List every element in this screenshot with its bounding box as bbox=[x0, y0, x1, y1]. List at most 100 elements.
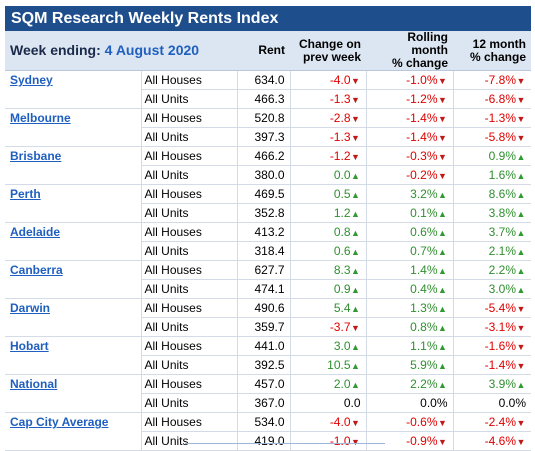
up-arrow-icon: ▲ bbox=[516, 285, 526, 295]
monthly-change-value: -1.0% bbox=[406, 73, 438, 87]
down-arrow-icon: ▼ bbox=[516, 95, 526, 105]
monthly-change-cell: 0.8%▲ bbox=[366, 317, 454, 337]
monthly-change-value: -1.4% bbox=[406, 111, 438, 125]
change-prev-week-header-line1: Change on bbox=[299, 36, 361, 51]
up-arrow-icon: ▲ bbox=[438, 323, 447, 333]
weekly-change-cell: 0.0▲ bbox=[290, 165, 367, 185]
dwelling-type: All Units bbox=[141, 317, 238, 337]
rent-header: Rent bbox=[237, 31, 290, 71]
table-row: All Units 318.4 0.6▲ 0.7%▲ 2.1%▲ bbox=[5, 241, 531, 261]
twelve-month-header-line1: 12 month bbox=[472, 36, 526, 51]
weekly-change-value: -1.3 bbox=[329, 130, 351, 144]
down-arrow-icon: ▼ bbox=[516, 342, 526, 352]
monthly-change-cell: -1.4%▼ bbox=[366, 108, 454, 128]
city-cell-empty bbox=[5, 165, 142, 185]
annual-change-value: -1.4% bbox=[484, 358, 516, 372]
monthly-change-cell: -0.2%▼ bbox=[366, 165, 454, 185]
table-row: Cap City Average All Houses 534.0 -4.0▼ -0.6… bbox=[5, 412, 531, 432]
annual-change-value: -5.8% bbox=[484, 130, 516, 144]
city-link[interactable]: Brisbane bbox=[5, 146, 142, 166]
weekly-change-cell: -1.3▼ bbox=[290, 127, 367, 147]
rent-value: 413.2 bbox=[237, 222, 291, 242]
down-arrow-icon: ▼ bbox=[438, 418, 447, 428]
rent-value: 380.0 bbox=[237, 165, 291, 185]
rent-value: 318.4 bbox=[237, 241, 291, 261]
up-arrow-icon: ▲ bbox=[351, 247, 360, 257]
city-link[interactable]: Cap City Average bbox=[5, 412, 142, 432]
dwelling-type: All Houses bbox=[141, 412, 238, 432]
annual-change-cell: 1.6%▲ bbox=[453, 165, 531, 185]
weekly-change-value: 0.0 bbox=[333, 168, 351, 182]
down-arrow-icon: ▼ bbox=[438, 171, 447, 181]
table-row: Brisbane All Houses 466.2 -1.2▼ -0.3%▼ 0.9%▲ bbox=[5, 146, 531, 166]
city-link[interactable]: Perth bbox=[5, 184, 142, 204]
down-arrow-icon: ▼ bbox=[438, 76, 447, 86]
weekly-change-value: -4.0 bbox=[329, 73, 351, 87]
dwelling-type: All Units bbox=[141, 127, 238, 147]
monthly-change-cell: 0.7%▲ bbox=[366, 241, 454, 261]
rolling-month-header-line2: % change bbox=[391, 56, 448, 70]
monthly-change-value: 1.4% bbox=[410, 263, 438, 277]
down-arrow-icon: ▼ bbox=[516, 304, 526, 314]
weekly-change-value: 3.0 bbox=[333, 339, 351, 353]
annual-change-cell: -2.4%▼ bbox=[453, 412, 531, 432]
up-arrow-icon: ▲ bbox=[438, 209, 447, 219]
weekly-change-value: 0.5 bbox=[333, 187, 351, 201]
down-arrow-icon: ▼ bbox=[351, 437, 360, 447]
twelve-month-header: 12 month % change bbox=[453, 31, 531, 71]
weekly-change-cell: -2.8▼ bbox=[290, 108, 367, 128]
dwelling-type: All Houses bbox=[141, 374, 238, 394]
up-arrow-icon: ▲ bbox=[516, 228, 526, 238]
up-arrow-icon: ▲ bbox=[438, 342, 447, 352]
rent-value: 392.5 bbox=[237, 355, 291, 375]
down-arrow-icon: ▼ bbox=[516, 361, 526, 371]
down-arrow-icon: ▼ bbox=[351, 418, 360, 428]
weekly-change-value: -2.8 bbox=[329, 111, 351, 125]
weekly-change-cell: 8.3▲ bbox=[290, 260, 367, 280]
city-cell-empty bbox=[5, 127, 142, 147]
rent-value: 466.3 bbox=[237, 89, 291, 109]
up-arrow-icon: ▲ bbox=[516, 380, 526, 390]
up-arrow-icon: ▲ bbox=[438, 304, 447, 314]
annual-change-value: -3.1% bbox=[484, 320, 516, 334]
city-link[interactable]: Melbourne bbox=[5, 108, 142, 128]
annual-change-value: 2.2% bbox=[488, 263, 516, 277]
rent-value: 359.7 bbox=[237, 317, 291, 337]
monthly-change-value: 0.1% bbox=[410, 206, 438, 220]
city-cell-empty bbox=[5, 317, 142, 337]
dwelling-type: All Units bbox=[141, 355, 238, 375]
annual-change-cell: 0.0% bbox=[453, 393, 531, 413]
annual-change-cell: -1.3%▼ bbox=[453, 108, 531, 128]
city-cell-empty bbox=[5, 241, 142, 261]
annual-change-value: -7.8% bbox=[484, 73, 516, 87]
monthly-change-value: 1.1% bbox=[410, 339, 438, 353]
weekly-change-value: 8.3 bbox=[333, 263, 351, 277]
down-arrow-icon: ▼ bbox=[516, 323, 526, 333]
weekly-change-value: 1.2 bbox=[333, 206, 351, 220]
monthly-change-cell: -1.0%▼ bbox=[366, 70, 454, 90]
monthly-change-cell: -1.2%▼ bbox=[366, 89, 454, 109]
table-row: National All Houses 457.0 2.0▲ 2.2%▲ 3.9%▲ bbox=[5, 374, 531, 394]
monthly-change-cell: 0.0% bbox=[366, 393, 454, 413]
city-link[interactable]: Darwin bbox=[5, 298, 142, 318]
annual-change-cell: 3.9%▲ bbox=[453, 374, 531, 394]
weekly-change-cell: 0.8▲ bbox=[290, 222, 367, 242]
monthly-change-value: 3.2% bbox=[410, 187, 438, 201]
table-row: All Units 397.3 -1.3▼ -1.4%▼ -5.8%▼ bbox=[5, 127, 531, 147]
city-link[interactable]: Canberra bbox=[5, 260, 142, 280]
up-arrow-icon: ▲ bbox=[351, 342, 360, 352]
annual-change-value: 2.1% bbox=[488, 244, 516, 258]
week-ending-date: 4 August 2020 bbox=[104, 42, 200, 58]
up-arrow-icon: ▲ bbox=[438, 247, 447, 257]
up-arrow-icon: ▲ bbox=[516, 247, 526, 257]
up-arrow-icon: ▲ bbox=[351, 228, 360, 238]
city-link[interactable]: Hobart bbox=[5, 336, 142, 356]
weekly-change-value: 0.9 bbox=[333, 282, 351, 296]
table-row: Adelaide All Houses 413.2 0.8▲ 0.6%▲ 3.7%▲ bbox=[5, 222, 531, 242]
monthly-change-cell: 1.3%▲ bbox=[366, 298, 454, 318]
up-arrow-icon: ▲ bbox=[516, 171, 526, 181]
city-link[interactable]: Sydney bbox=[5, 70, 142, 90]
city-link[interactable]: National bbox=[5, 374, 142, 394]
city-link[interactable]: Adelaide bbox=[5, 222, 142, 242]
table-row: All Units 392.5 10.5▲ 5.9%▲ -1.4%▼ bbox=[5, 355, 531, 375]
